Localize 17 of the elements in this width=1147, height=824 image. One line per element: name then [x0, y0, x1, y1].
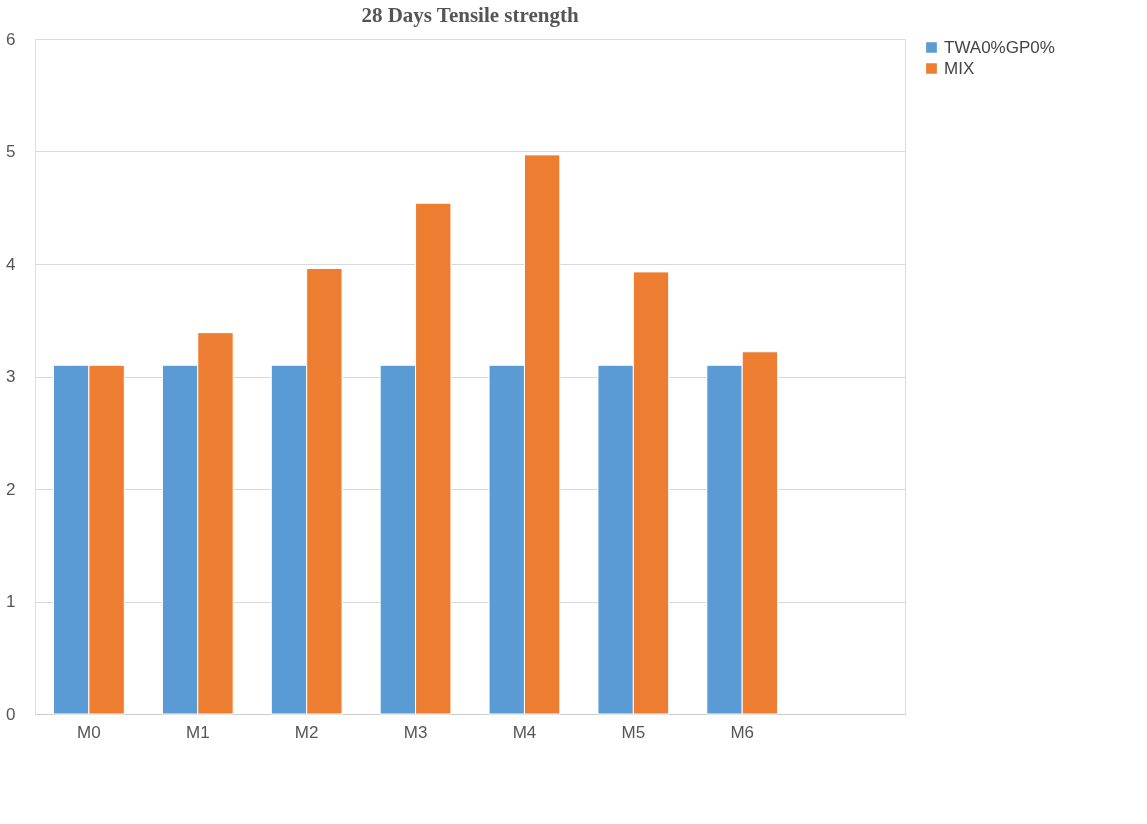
y-tick-label: 5: [6, 142, 16, 161]
legend-label: MIX: [944, 58, 975, 78]
y-tick-label: 2: [6, 479, 16, 499]
x-tick-label: M5: [621, 722, 646, 742]
x-tick-label: M3: [403, 722, 428, 742]
legend-label: TWA0%GP0%: [944, 37, 1055, 57]
y-tick-label: 4: [6, 254, 16, 274]
x-tick-label: M2: [294, 722, 319, 742]
x-tick-label: M6: [730, 722, 755, 742]
y-tick-label: 3: [6, 367, 16, 386]
x-tick-label: M4: [512, 722, 537, 742]
y-tick-label: 1: [6, 592, 16, 611]
chart-title: 28 Days Tensile strength: [361, 3, 579, 27]
y-tick-label: 0: [6, 704, 16, 724]
x-tick-label: M0: [77, 722, 101, 742]
y-tick-label: 6: [6, 29, 16, 49]
x-tick-label: M1: [185, 722, 210, 742]
